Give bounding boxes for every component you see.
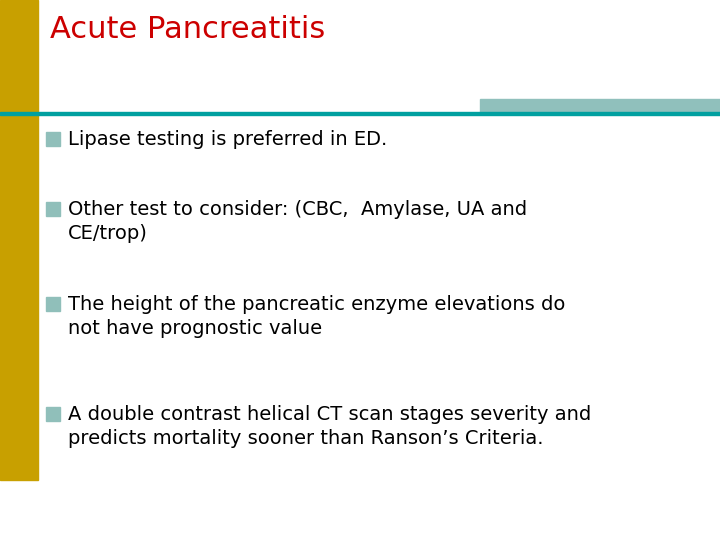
Text: The height of the pancreatic enzyme elevations do
not have prognostic value: The height of the pancreatic enzyme elev… xyxy=(68,295,565,338)
Text: Lipase testing is preferred in ED.: Lipase testing is preferred in ED. xyxy=(68,130,387,149)
Text: A double contrast helical CT scan stages severity and
predicts mortality sooner : A double contrast helical CT scan stages… xyxy=(68,405,591,448)
Bar xyxy=(0,0,38,480)
Text: Other test to consider: (CBC,  Amylase, UA and
CE/trop): Other test to consider: (CBC, Amylase, U… xyxy=(68,200,527,243)
Text: Acute Pancreatitis: Acute Pancreatitis xyxy=(50,15,325,44)
Bar xyxy=(480,99,720,112)
Bar xyxy=(46,407,60,421)
Bar xyxy=(46,202,60,216)
Bar xyxy=(46,297,60,311)
Bar xyxy=(0,112,720,115)
Bar xyxy=(46,132,60,146)
